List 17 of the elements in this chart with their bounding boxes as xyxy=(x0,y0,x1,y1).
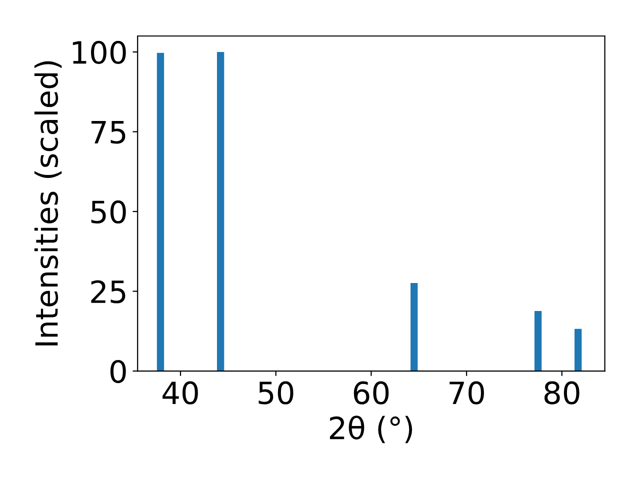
bar xyxy=(410,282,418,372)
x-tick-label: 70 xyxy=(450,381,484,404)
y-tick-label: 50 xyxy=(91,200,126,224)
bar xyxy=(534,311,542,372)
y-tick-label: 25 xyxy=(91,280,126,304)
x-tick-label: 80 xyxy=(544,381,580,404)
y-tick-label: 100 xyxy=(72,40,126,64)
x-tick-label: 40 xyxy=(162,381,198,404)
bar xyxy=(574,328,582,372)
y-tick-label: 0 xyxy=(110,360,126,384)
x-tick-label: 60 xyxy=(354,381,389,404)
y-axis-title: Intensities (scaled) xyxy=(34,61,62,346)
x-tick-label: 50 xyxy=(258,381,294,404)
bar xyxy=(216,52,224,372)
y-tick-label: 75 xyxy=(92,121,126,144)
x-axis-title: 2θ (°) xyxy=(330,416,412,444)
bar xyxy=(156,52,164,372)
